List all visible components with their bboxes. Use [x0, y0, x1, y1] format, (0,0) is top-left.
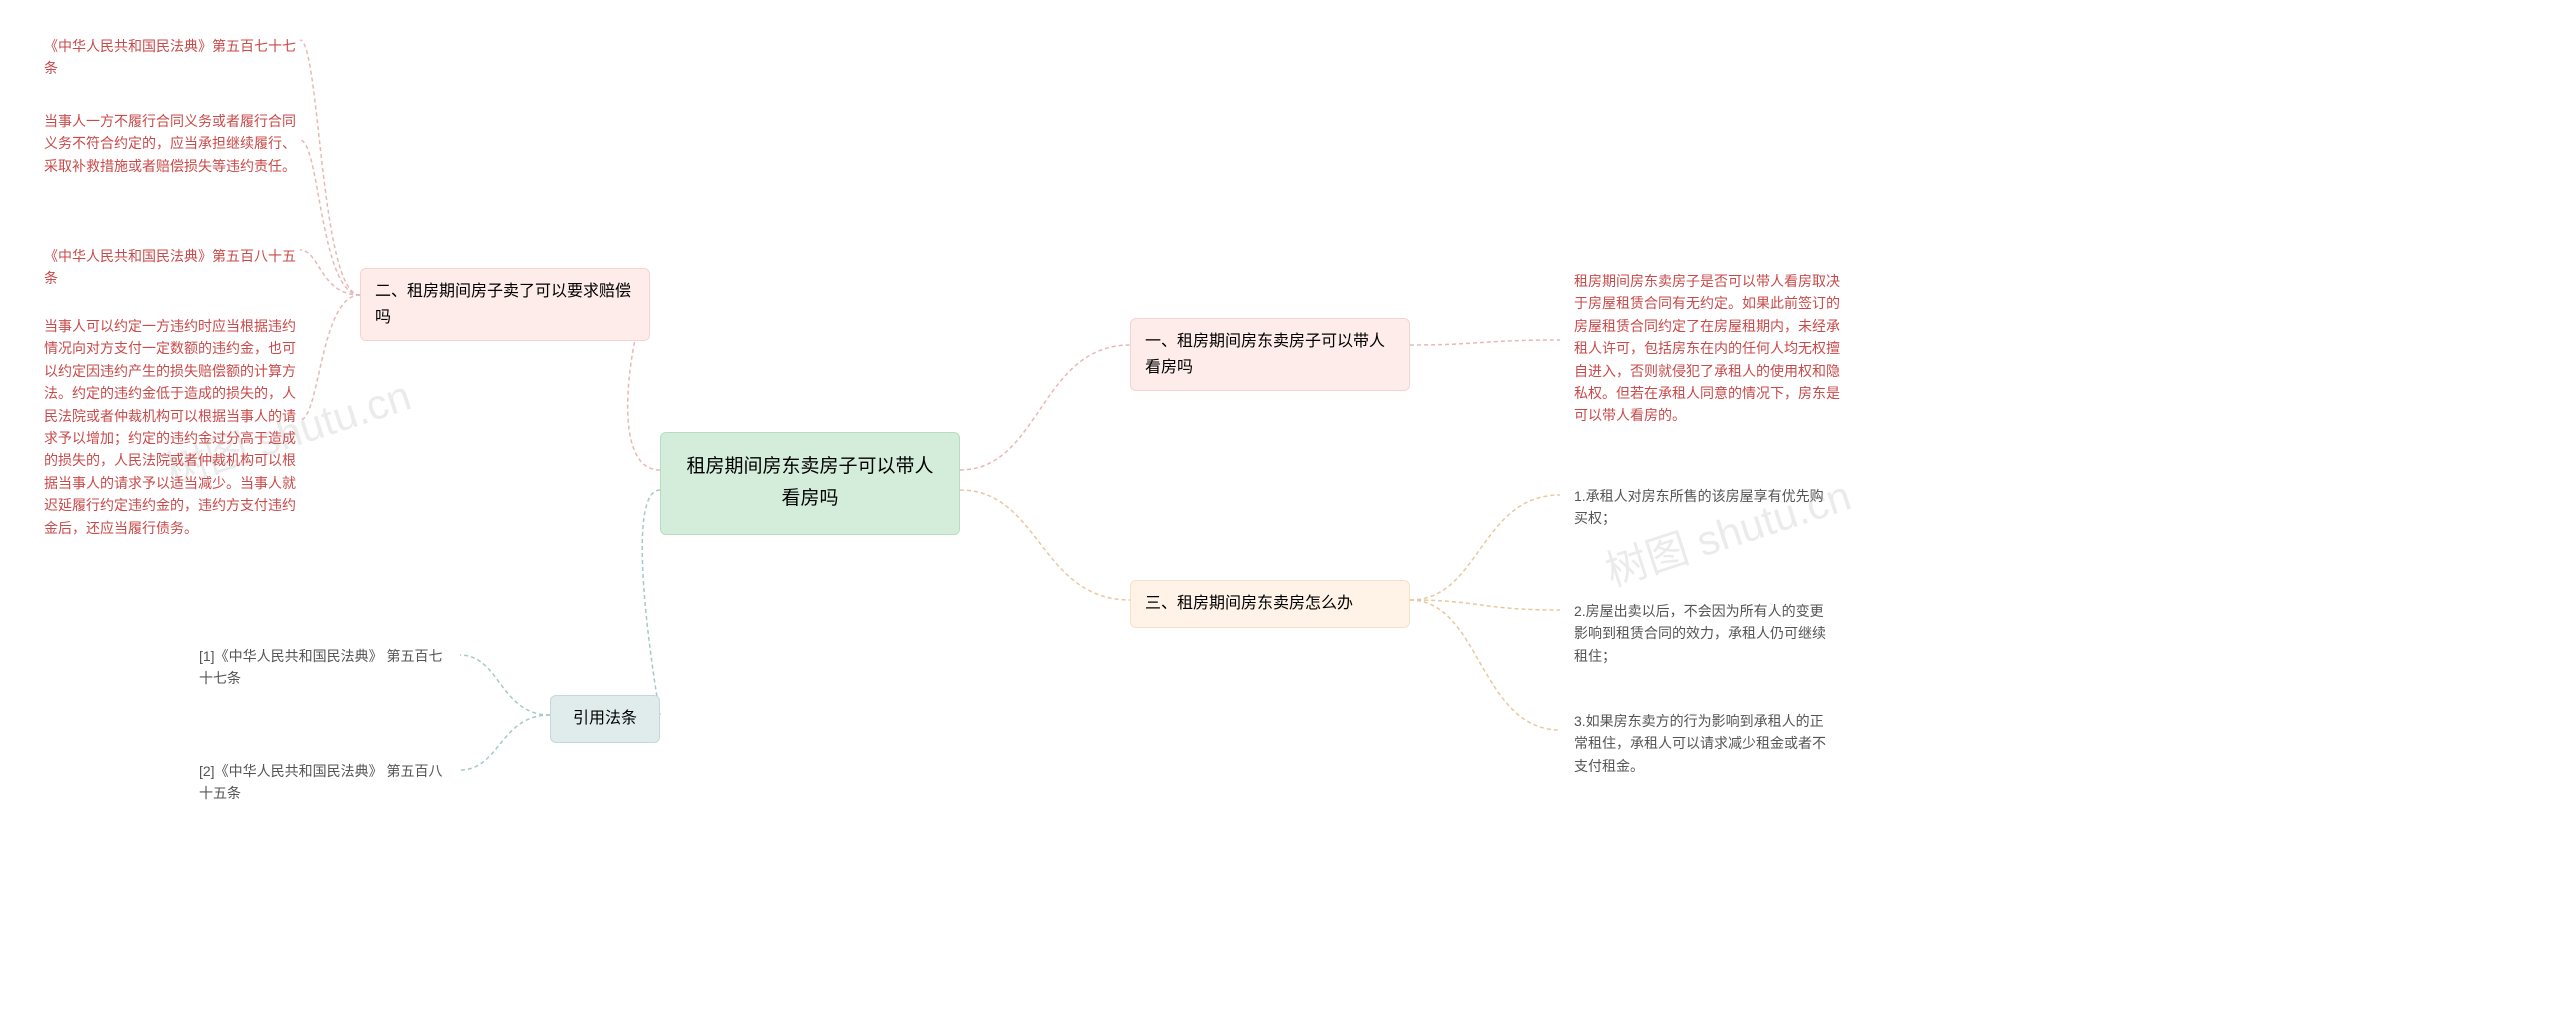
- leaf-r2-1: 1.承租人对房东所售的该房屋享有优先购买权；: [1560, 475, 1850, 540]
- root-node: 租房期间房东卖房子可以带人看房吗: [660, 432, 960, 535]
- leaf-l1-1: 《中华人民共和国民法典》第五百七十七条: [30, 25, 310, 90]
- leaf-r2-3: 3.如果房东卖方的行为影响到承租人的正常租住，承租人可以请求减少租金或者不支付租…: [1560, 700, 1850, 787]
- branch-right-2: 三、租房期间房东卖房怎么办: [1130, 580, 1410, 628]
- leaf-l1-3: 《中华人民共和国民法典》第五百八十五条: [30, 235, 310, 300]
- leaf-r2-2: 2.房屋出卖以后，不会因为所有人的变更影响到租赁合同的效力，承租人仍可继续租住；: [1560, 590, 1850, 677]
- connector-lines: [0, 0, 2560, 1014]
- branch-left-2: 引用法条: [550, 695, 660, 743]
- branch-right-1: 一、租房期间房东卖房子可以带人看房吗: [1130, 318, 1410, 391]
- branch-left-1: 二、租房期间房子卖了可以要求赔偿吗: [360, 268, 650, 341]
- leaf-l2-1: [1]《中华人民共和国民法典》 第五百七十七条: [185, 635, 465, 700]
- leaf-r1-1: 租房期间房东卖房子是否可以带人看房取决于房屋租赁合同有无约定。如果此前签订的房屋…: [1560, 260, 1860, 437]
- leaf-l2-2: [2]《中华人民共和国民法典》 第五百八十五条: [185, 750, 465, 815]
- leaf-l1-4: 当事人可以约定一方违约时应当根据违约情况向对方支付一定数额的违约金，也可以约定因…: [30, 305, 310, 549]
- leaf-l1-2: 当事人一方不履行合同义务或者履行合同义务不符合约定的，应当承担继续履行、采取补救…: [30, 100, 310, 187]
